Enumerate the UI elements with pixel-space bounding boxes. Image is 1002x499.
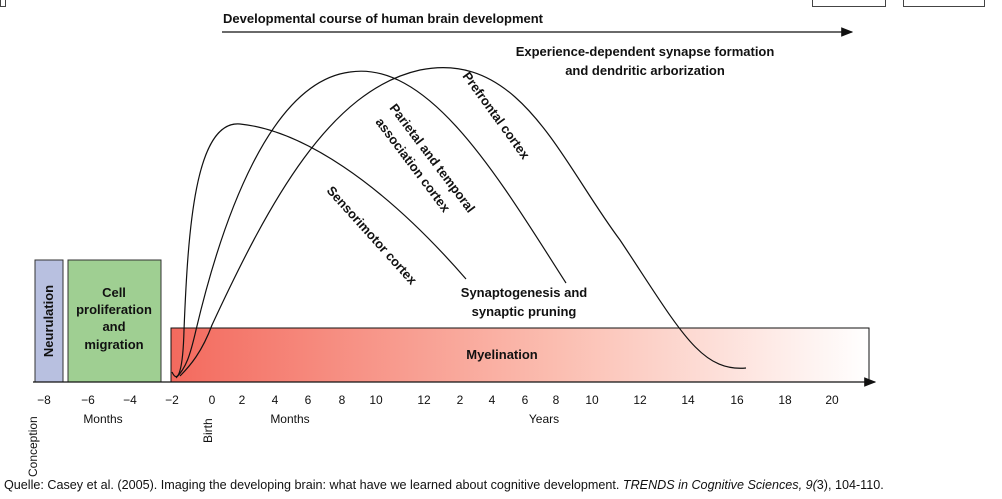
year-tick-8: 18 (778, 393, 792, 407)
top-edge-fragment (0, 0, 6, 7)
year-tick-7: 16 (730, 393, 744, 407)
year-tick-2: 6 (522, 393, 529, 407)
sensorimotor-label: Sensorimotor cortex (324, 183, 421, 288)
myelination-band (170, 327, 870, 383)
cell-label-2: proliferation (76, 302, 152, 317)
prenatal-tick-2: −4 (123, 393, 137, 407)
month-tick-5: 10 (369, 393, 383, 407)
experience-label-line1: Experience-dependent synapse formation (516, 44, 775, 59)
title: Developmental course of human brain deve… (223, 11, 544, 26)
month-tick-4: 8 (339, 393, 346, 407)
cell-label-4: migration (84, 337, 143, 352)
year-tick-1: 4 (489, 393, 496, 407)
months-unit: Months (270, 412, 309, 426)
parietal-temporal-curve (175, 70, 567, 379)
experience-label-line2: and dendritic arborization (565, 63, 725, 78)
prenatal-months-unit: Months (83, 412, 122, 426)
sensorimotor-curve (171, 123, 467, 378)
years-unit: Years (529, 412, 559, 426)
year-tick-4: 10 (585, 393, 599, 407)
month-tick-3: 6 (305, 393, 312, 407)
prenatal-tick-3: −2 (165, 393, 179, 407)
month-tick-2: 4 (272, 393, 279, 407)
prenatal-ticks: −8 −6 −4 −2 (37, 393, 179, 407)
month-tick-1: 2 (239, 393, 246, 407)
month-tick-6: 12 (417, 393, 431, 407)
top-edge-box-right (903, 0, 985, 7)
prefrontal-curve (179, 67, 747, 377)
synaptogenesis-label-1: Synaptogenesis and (461, 285, 587, 300)
year-tick-3: 8 (553, 393, 560, 407)
prenatal-tick-1: −6 (81, 393, 95, 407)
birth-label: Birth (201, 418, 215, 443)
myelination-label: Myelination (466, 347, 538, 362)
synaptogenesis-label-2: synaptic pruning (472, 304, 577, 319)
cell-label-1: Cell (102, 285, 126, 300)
year-tick-6: 14 (681, 393, 695, 407)
citation-journal: TRENDS in Cognitive Sciences, 9( (622, 478, 817, 492)
month-ticks: 0 2 4 6 8 10 12 (209, 393, 431, 407)
year-tick-9: 20 (825, 393, 839, 407)
neurulation-box (34, 259, 64, 383)
cell-label-3: and (102, 319, 125, 334)
citation-post: 3), 104-110. (816, 478, 884, 492)
month-tick-0: 0 (209, 393, 216, 407)
year-ticks: 2 4 6 8 10 12 14 16 18 20 (457, 393, 839, 407)
prenatal-tick-0: −8 (37, 393, 51, 407)
year-tick-0: 2 (457, 393, 464, 407)
conception-label: Conception (26, 416, 40, 477)
top-edge-box-left (812, 0, 886, 7)
year-tick-5: 12 (633, 393, 647, 407)
neurulation-label: Neurulation (41, 285, 56, 357)
citation: Quelle: Casey et al. (2005). Imaging the… (4, 478, 884, 492)
citation-pre: Quelle: Casey et al. (2005). Imaging the… (4, 478, 623, 492)
